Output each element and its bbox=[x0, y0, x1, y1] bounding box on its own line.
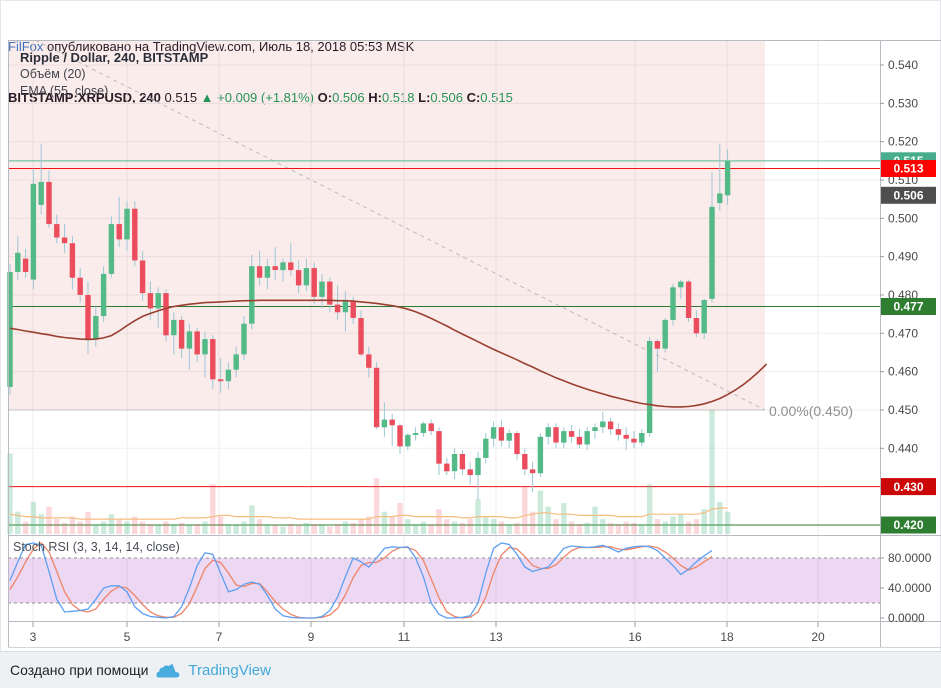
author-link[interactable]: FilFox bbox=[8, 39, 43, 54]
high-value: 0.518 bbox=[382, 90, 415, 105]
svg-text:0.506: 0.506 bbox=[893, 189, 923, 203]
svg-text:20: 20 bbox=[811, 630, 825, 644]
svg-text:0.440: 0.440 bbox=[888, 441, 918, 455]
snapshot-header: FilFox опубликовано на TradingView.com, … bbox=[8, 4, 513, 140]
byline: FilFox опубликовано на TradingView.com, … bbox=[8, 38, 513, 55]
legend-volume-study[interactable]: Объём (20) bbox=[20, 67, 86, 81]
last-price: 0.515 bbox=[161, 90, 201, 105]
up-arrow-icon: ▲ bbox=[201, 90, 214, 105]
stoch-rsi-pane-label[interactable]: Stoch RSI (3, 3, 14, 14, close) bbox=[13, 540, 180, 554]
high-label: H: bbox=[365, 90, 382, 105]
svg-text:0.430: 0.430 bbox=[893, 480, 923, 494]
stoch-k-line bbox=[9, 542, 713, 619]
svg-text:3: 3 bbox=[30, 630, 37, 644]
tradingview-logo-icon[interactable] bbox=[156, 663, 180, 678]
svg-text:0.460: 0.460 bbox=[888, 365, 918, 379]
volume-bars bbox=[7, 410, 731, 534]
svg-text:0.450: 0.450 bbox=[888, 403, 918, 417]
svg-text:0.490: 0.490 bbox=[888, 250, 918, 264]
volume-ma-line bbox=[9, 507, 728, 520]
svg-text:0.477: 0.477 bbox=[893, 300, 923, 314]
svg-text:0.470: 0.470 bbox=[888, 326, 918, 340]
stoch-d-line bbox=[9, 542, 713, 619]
byline-text: опубликовано на TradingView.com, Июль 18… bbox=[43, 39, 414, 54]
open-label: O: bbox=[318, 90, 332, 105]
svg-text:0.0000: 0.0000 bbox=[888, 611, 925, 625]
ema-line bbox=[9, 299, 768, 408]
stoch-band bbox=[8, 558, 880, 603]
price-axis: 0.5400.5300.5200.5100.5000.4900.4800.470… bbox=[880, 58, 918, 532]
open-value: 0.506 bbox=[332, 90, 365, 105]
svg-text:0.500: 0.500 bbox=[888, 211, 918, 225]
svg-text:80.0000: 80.0000 bbox=[888, 551, 932, 565]
tradingview-brand-link[interactable]: TradingView bbox=[188, 661, 271, 679]
attribution-footer: Создано при помощи TradingView bbox=[0, 651, 941, 688]
svg-text:16: 16 bbox=[628, 630, 642, 644]
svg-text:7: 7 bbox=[216, 630, 223, 644]
svg-text:0.540: 0.540 bbox=[888, 58, 918, 72]
symbol-quote-line: BITSTAMP:XRPUSD, 240 0.515 ▲ +0.009 (+1.… bbox=[8, 89, 513, 106]
fib-trend-line bbox=[34, 40, 766, 411]
svg-text:0.520: 0.520 bbox=[888, 135, 918, 149]
svg-text:11: 11 bbox=[398, 630, 411, 644]
close-value: 0.515 bbox=[480, 90, 513, 105]
svg-text:13: 13 bbox=[489, 630, 503, 644]
legend-ema-study[interactable]: EMA (55, close) bbox=[20, 84, 109, 98]
svg-text:18: 18 bbox=[720, 630, 734, 644]
attribution-text: Создано при помощи bbox=[10, 662, 149, 678]
low-label: L: bbox=[415, 90, 430, 105]
low-value: 0.506 bbox=[430, 90, 463, 105]
chart-title[interactable]: Ripple / Dollar, 240, BITSTAMP bbox=[20, 50, 209, 65]
svg-text:5: 5 bbox=[124, 630, 131, 644]
price-change: +0.009 (+1.81%) bbox=[214, 90, 318, 105]
chart-legend: Ripple / Dollar, 240, BITSTAMP Объём (20… bbox=[20, 49, 208, 100]
symbol-name: BITSTAMP:XRPUSD, 240 bbox=[8, 90, 161, 105]
svg-text:0.420: 0.420 bbox=[893, 518, 923, 532]
fib-retracement-label: 0.00%(0.450) bbox=[769, 403, 854, 419]
svg-text:0.530: 0.530 bbox=[888, 96, 918, 110]
close-label: C: bbox=[463, 90, 481, 105]
svg-text:40.0000: 40.0000 bbox=[888, 581, 932, 595]
price-chart-canvas[interactable]: 0.5400.5300.5200.5100.5000.4900.4800.470… bbox=[0, 40, 941, 648]
candles bbox=[7, 143, 731, 500]
svg-text:0.513: 0.513 bbox=[893, 162, 923, 176]
time-axis: 3 5 7 9 11 13 16 18 20 bbox=[30, 622, 825, 644]
svg-text:9: 9 bbox=[308, 630, 315, 644]
